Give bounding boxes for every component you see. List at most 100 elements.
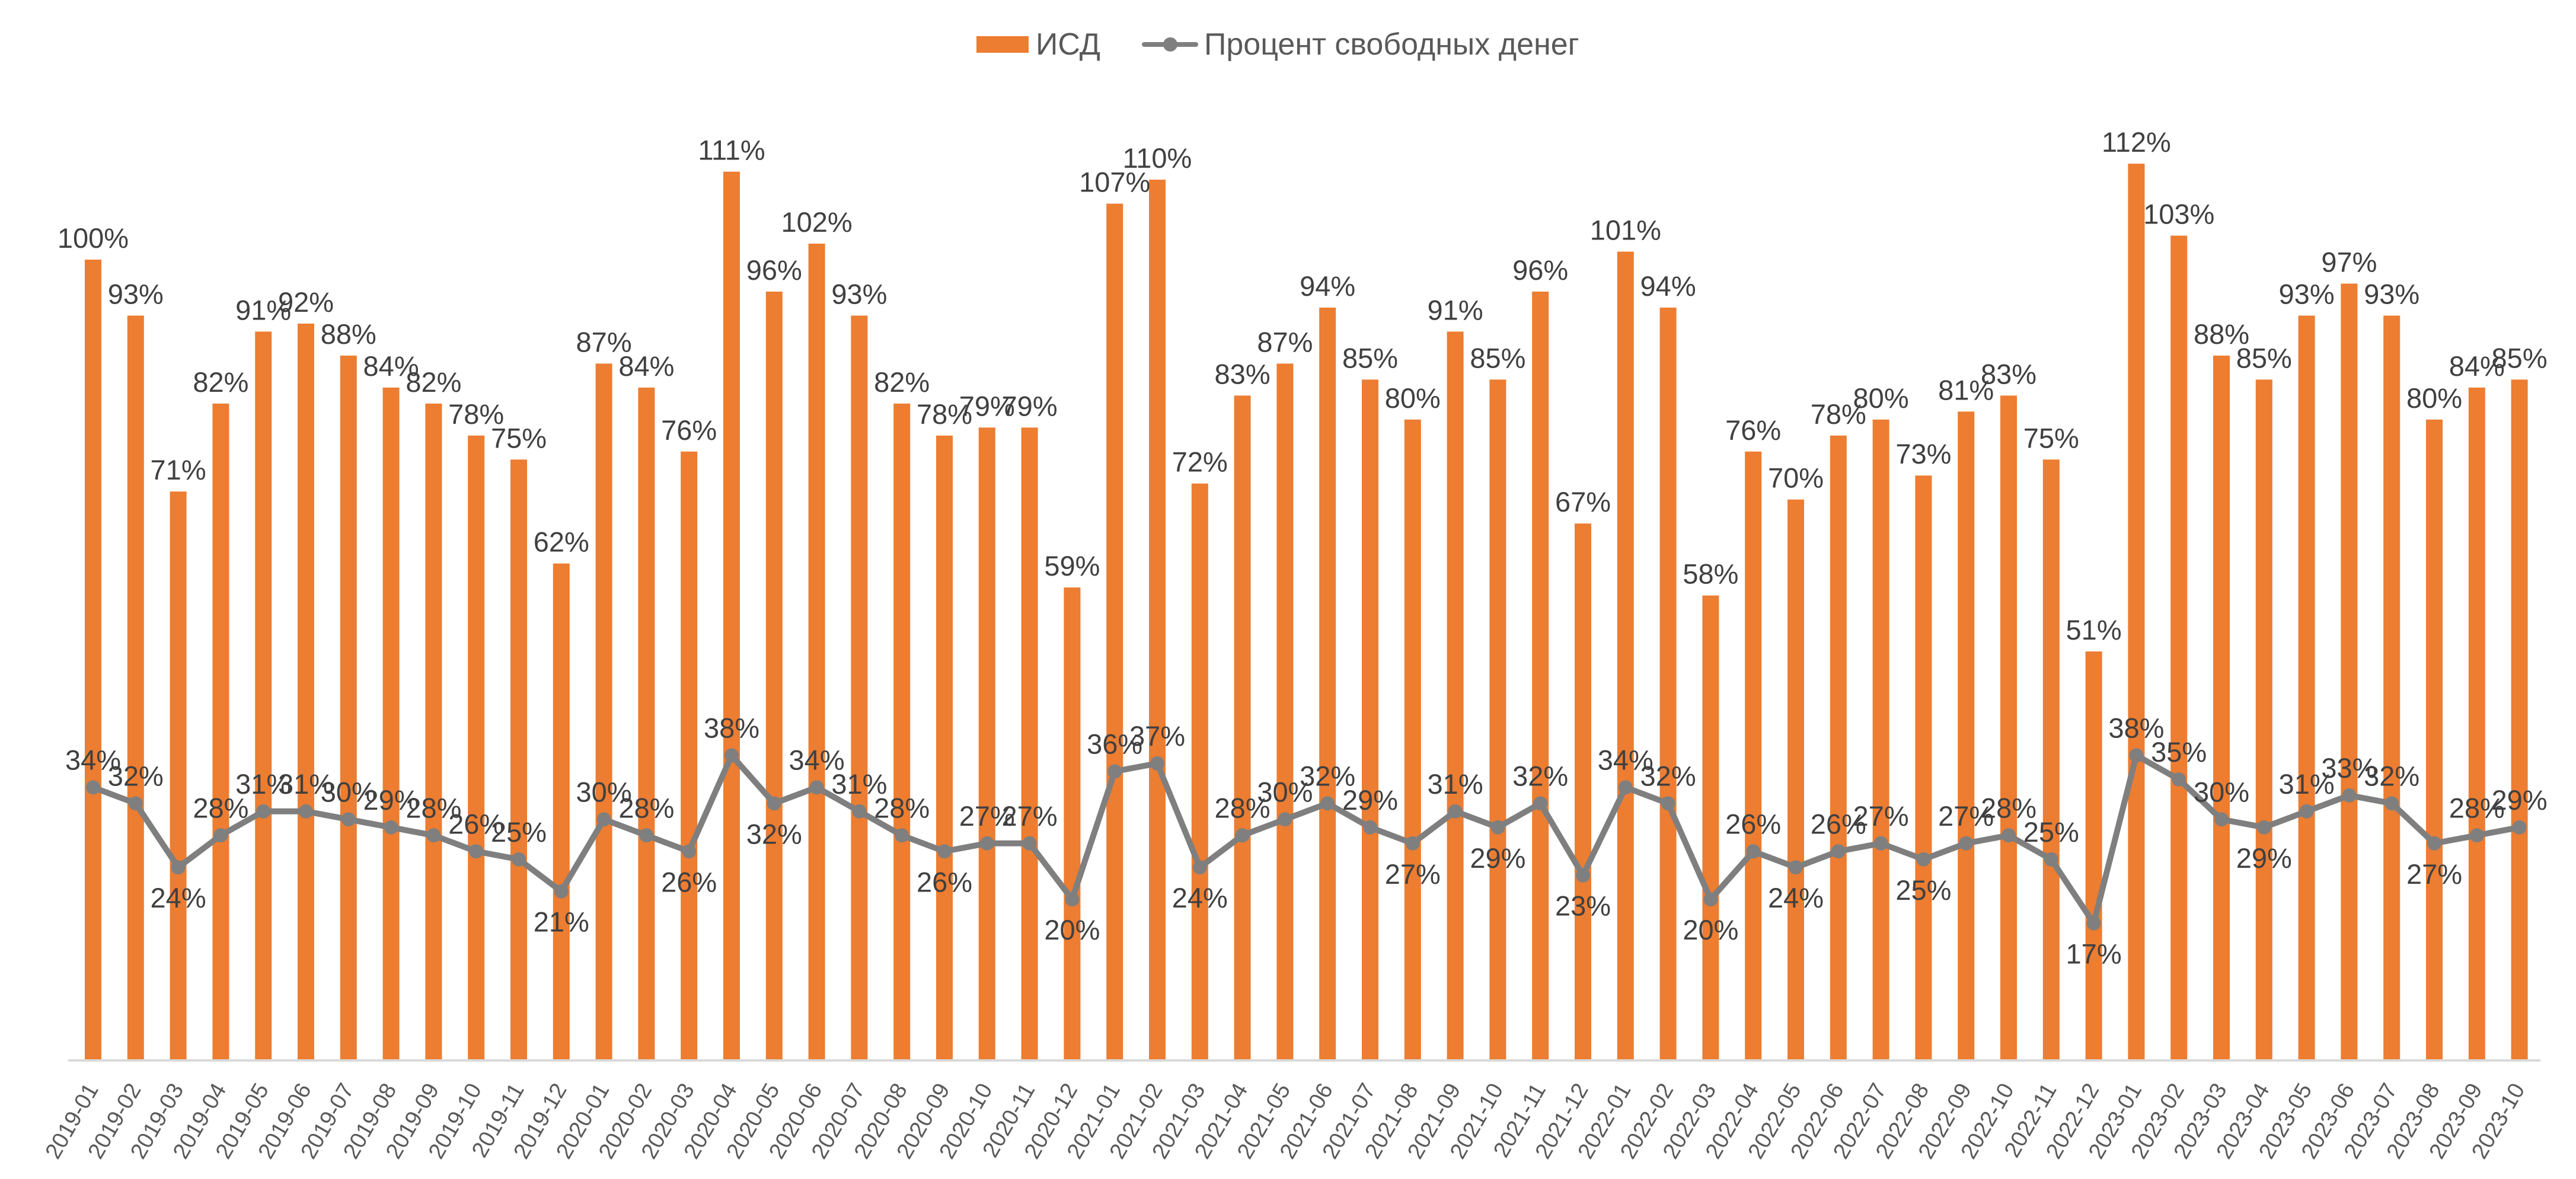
bar [425,403,442,1059]
bar [1404,419,1421,1059]
line-point [2342,788,2357,803]
line-data-label: 28% [874,792,930,823]
bar-data-label: 59% [1044,550,1100,581]
bar-data-label: 111% [698,135,765,166]
line-point [2002,828,2016,843]
bar-data-label: 75% [2023,422,2079,453]
line-series-free-money [86,748,2527,931]
line-data-label: 32% [746,818,802,849]
bar [2128,164,2145,1059]
line-data-label: 29% [1470,842,1525,874]
line-data-label: 26% [1811,808,1866,839]
line-point [2385,796,2399,811]
line-data-label: 38% [704,712,759,743]
line-data-label: 32% [1300,760,1355,791]
bar-data-label: 73% [1895,438,1951,469]
line-data-label: 28% [618,792,674,823]
bar [170,491,187,1059]
bar [893,403,911,1059]
bar-data-label: 76% [661,414,717,446]
bar [553,563,570,1059]
line-point [1235,828,1250,843]
line-data-label: 25% [1895,874,1951,906]
bar [1021,427,1038,1059]
bar-series-isd [85,164,2528,1060]
line-point [1831,844,1846,859]
line-point [1065,892,1080,907]
bar-data-label: 79% [959,390,1015,421]
line-point [1873,836,1888,851]
bar-data-label: 93% [2364,278,2419,309]
line-point [1320,796,1335,811]
bar [1489,379,1506,1059]
line-data-label: 25% [2023,816,2079,848]
line-point [2129,748,2144,763]
bar [723,171,740,1059]
line-data-label: 27% [1385,858,1441,890]
line-data-label: 34% [789,744,845,775]
line-data-label: 27% [1853,800,1909,832]
bar [212,403,229,1059]
line-point [767,796,781,811]
line-data-label: 38% [2108,712,2164,743]
line-data-label: 31% [2279,768,2335,800]
bar [638,387,655,1059]
bar [1234,395,1251,1059]
line-point [299,804,313,819]
line-point [2469,828,2484,843]
line-data-label: 31% [278,768,334,800]
line-data-label: 31% [831,768,887,800]
line-data-label: 28% [193,792,248,823]
bar-data-label: 78% [1811,398,1866,430]
legend-item-free-money: Процент свободных денег [1142,27,1579,62]
bar [2042,459,2060,1059]
bar-data-label: 103% [2143,199,2214,230]
line-point [682,844,697,859]
bar [1106,203,1123,1059]
bar [595,363,612,1059]
bar-data-label: 96% [1512,254,1568,286]
bar [127,315,144,1060]
line-data-label: 27% [959,800,1015,832]
bar [1575,523,1591,1059]
bar-data-label: 87% [576,326,632,357]
bar-data-label: 84% [2449,350,2505,382]
line-data-label: 32% [1512,760,1568,791]
bar [2213,355,2230,1059]
line-point [469,844,484,859]
line-data-label: 26% [917,866,972,897]
bar-data-label: 92% [278,286,334,318]
line-data-label: 25% [491,816,547,848]
bar [1064,587,1081,1059]
line-data-label: 32% [108,760,164,791]
bar [2170,235,2188,1059]
bar [2426,419,2443,1059]
line-point [1618,780,1633,795]
line-data-label: 28% [406,792,461,823]
line-point [554,884,569,899]
line-point [1916,852,1931,867]
line-point [1959,836,1974,851]
bar [765,291,783,1060]
bar-data-label: 96% [746,254,802,286]
bar-data-label: 78% [448,398,504,430]
bar [2000,395,2017,1059]
line-point [1278,812,1292,827]
bar [1447,331,1464,1060]
bar [468,435,485,1059]
line-data-label: 21% [534,906,589,938]
line-data-label: 29% [2236,842,2292,874]
bar-data-label: 51% [2066,614,2122,646]
line-point [809,780,824,795]
line-point [1107,764,1122,779]
bar [2383,315,2401,1060]
line-data-label: 30% [321,776,376,807]
bar [2341,283,2358,1060]
line-point [1150,756,1164,771]
bar [808,244,825,1059]
line-data-label: 30% [1257,776,1313,807]
legend-label: Процент свободных денег [1204,27,1579,62]
line-data-label: 31% [1428,768,1483,800]
line-point [1661,796,1675,811]
bar [851,315,868,1060]
